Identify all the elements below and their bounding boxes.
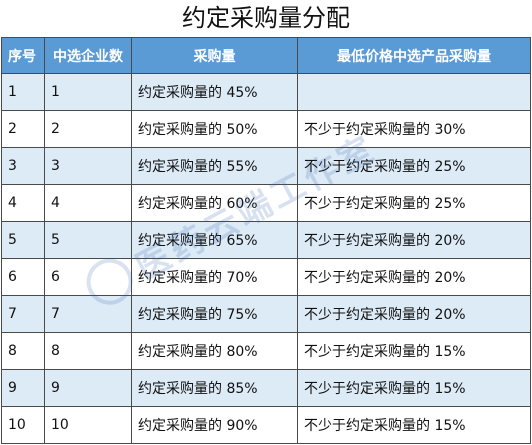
cell-seq: 10 [1,406,45,444]
cell-min-volume: 不少于约定采购量的 25% [297,147,531,185]
procurement-table: 序号 中选企业数 采购量 最低价格中选产品采购量 1 1 约定采购量的 45% … [1,37,531,444]
cell-seq: 8 [1,332,45,370]
cell-volume: 约定采购量的 70% [131,258,298,296]
cell-min-volume: 不少于约定采购量的 15% [297,406,531,444]
cell-volume: 约定采购量的 85% [131,369,298,407]
cell-count: 4 [44,184,132,222]
table-row: 7 7 约定采购量的 75% 不少于约定采购量的 20% [1,295,531,333]
table-header: 序号 中选企业数 采购量 最低价格中选产品采购量 [1,37,531,74]
col-header-seq: 序号 [1,37,45,74]
table-title: 约定采购量分配 [182,4,350,32]
cell-seq: 9 [1,369,45,407]
cell-volume: 约定采购量的 45% [131,73,298,111]
cell-count: 9 [44,369,132,407]
header-row: 序号 中选企业数 采购量 最低价格中选产品采购量 [1,37,531,74]
col-header-volume: 采购量 [131,37,298,74]
col-header-count: 中选企业数 [44,37,132,74]
cell-count: 6 [44,258,132,296]
cell-seq: 7 [1,295,45,333]
cell-min-volume: 不少于约定采购量的 15% [297,332,531,370]
cell-seq: 2 [1,110,45,148]
table-row: 6 6 约定采购量的 70% 不少于约定采购量的 20% [1,258,531,296]
cell-seq: 6 [1,258,45,296]
table-row: 8 8 约定采购量的 80% 不少于约定采购量的 15% [1,332,531,370]
table-row: 10 10 约定采购量的 90% 不少于约定采购量的 15% [1,406,531,444]
cell-min-volume: 不少于约定采购量的 20% [297,295,531,333]
cell-volume: 约定采购量的 90% [131,406,298,444]
cell-min-volume: 不少于约定采购量的 20% [297,221,531,259]
cell-count: 2 [44,110,132,148]
cell-count: 1 [44,73,132,111]
cell-volume: 约定采购量的 65% [131,221,298,259]
cell-min-volume: 不少于约定采购量的 20% [297,258,531,296]
table-row: 2 2 约定采购量的 50% 不少于约定采购量的 30% [1,110,531,148]
cell-count: 3 [44,147,132,185]
cell-seq: 1 [1,73,45,111]
cell-count: 8 [44,332,132,370]
table-row: 5 5 约定采购量的 65% 不少于约定采购量的 20% [1,221,531,259]
cell-seq: 3 [1,147,45,185]
cell-min-volume: 不少于约定采购量的 15% [297,369,531,407]
table-row: 4 4 约定采购量的 60% 不少于约定采购量的 25% [1,184,531,222]
cell-count: 7 [44,295,132,333]
table-row: 1 1 约定采购量的 45% [1,73,531,111]
table-body: 1 1 约定采购量的 45% 2 2 约定采购量的 50% 不少于约定采购量的 … [1,73,531,444]
cell-count: 10 [44,406,132,444]
cell-volume: 约定采购量的 50% [131,110,298,148]
cell-seq: 5 [1,221,45,259]
cell-volume: 约定采购量的 75% [131,295,298,333]
cell-seq: 4 [1,184,45,222]
cell-volume: 约定采购量的 55% [131,147,298,185]
cell-volume: 约定采购量的 60% [131,184,298,222]
table-row: 9 9 约定采购量的 85% 不少于约定采购量的 15% [1,369,531,407]
cell-min-volume: 不少于约定采购量的 30% [297,110,531,148]
cell-min-volume [297,73,531,111]
table-row: 3 3 约定采购量的 55% 不少于约定采购量的 25% [1,147,531,185]
col-header-min-volume: 最低价格中选产品采购量 [297,37,531,74]
cell-volume: 约定采购量的 80% [131,332,298,370]
cell-min-volume: 不少于约定采购量的 25% [297,184,531,222]
cell-count: 5 [44,221,132,259]
